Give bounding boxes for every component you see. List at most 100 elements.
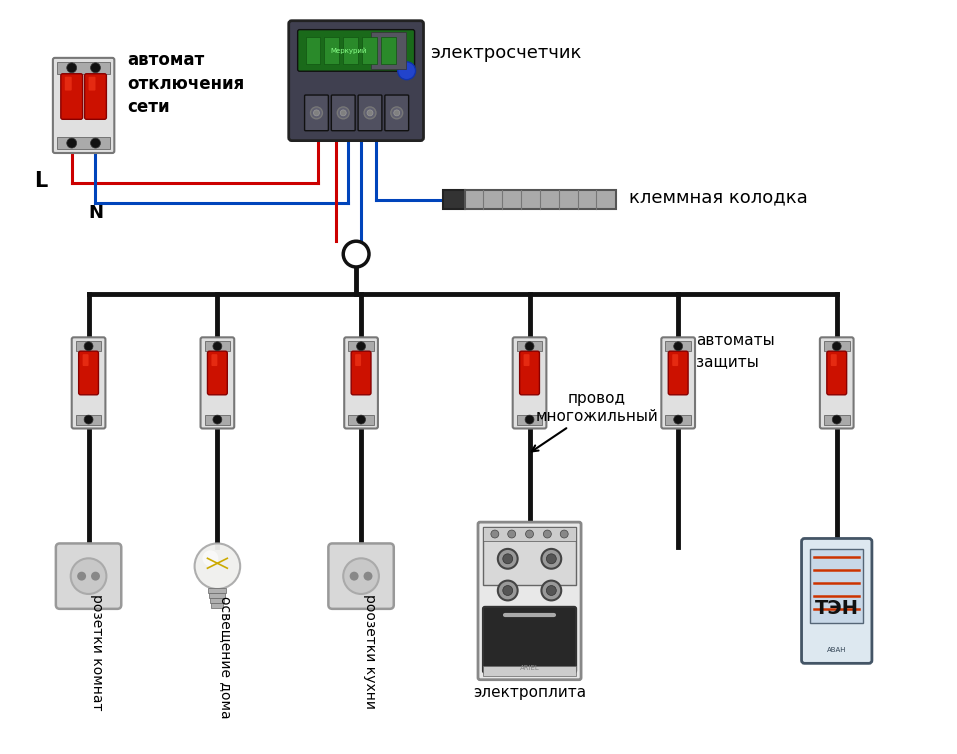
Circle shape [546, 586, 556, 596]
FancyBboxPatch shape [820, 337, 854, 428]
Circle shape [498, 581, 518, 600]
Bar [381, 36, 396, 64]
Circle shape [344, 241, 369, 267]
FancyBboxPatch shape [61, 74, 82, 119]
FancyBboxPatch shape [201, 337, 234, 428]
Bar [362, 36, 377, 64]
Text: электросчетчик: электросчетчик [431, 44, 582, 62]
Circle shape [67, 63, 77, 72]
Text: автоматы
защиты: автоматы защиты [696, 333, 774, 369]
Bar [371, 32, 406, 69]
Bar [205, 342, 231, 351]
FancyBboxPatch shape [328, 544, 393, 608]
Circle shape [71, 558, 106, 594]
Circle shape [212, 415, 222, 424]
Text: N: N [88, 204, 103, 222]
FancyBboxPatch shape [831, 354, 836, 366]
Circle shape [544, 530, 551, 538]
Bar [465, 190, 616, 210]
FancyBboxPatch shape [483, 607, 576, 673]
Text: АВАН: АВАН [827, 648, 847, 654]
Circle shape [84, 415, 93, 424]
Circle shape [542, 581, 561, 600]
Bar [211, 603, 223, 608]
Text: автомат
отключения
сети: автомат отключения сети [127, 51, 244, 116]
Bar [324, 36, 340, 64]
Bar [56, 137, 110, 149]
Bar [483, 527, 576, 585]
Circle shape [491, 530, 499, 538]
Bar [56, 62, 110, 74]
Circle shape [357, 342, 366, 351]
FancyBboxPatch shape [345, 337, 378, 428]
Circle shape [502, 554, 513, 564]
Text: розетки комнат: розетки комнат [90, 594, 104, 710]
FancyBboxPatch shape [385, 95, 409, 130]
FancyBboxPatch shape [298, 29, 414, 71]
FancyBboxPatch shape [672, 354, 679, 366]
FancyBboxPatch shape [78, 351, 99, 395]
Text: освещение дома: освещение дома [219, 596, 234, 719]
Bar [665, 342, 691, 351]
Circle shape [542, 549, 561, 569]
Text: клеммная колодка: клеммная колодка [629, 188, 808, 207]
Circle shape [203, 550, 218, 566]
Bar [348, 342, 374, 351]
Circle shape [393, 110, 400, 116]
Bar [209, 588, 226, 593]
Bar [443, 190, 465, 210]
FancyBboxPatch shape [289, 20, 424, 140]
Text: L: L [34, 170, 47, 191]
Bar [76, 342, 101, 351]
Bar [483, 666, 576, 676]
Circle shape [344, 558, 379, 594]
Text: провод
многожильный: провод многожильный [532, 391, 658, 452]
Text: роозетки кухни: роозетки кухни [363, 594, 377, 709]
FancyBboxPatch shape [351, 351, 371, 395]
FancyBboxPatch shape [478, 522, 581, 679]
Bar [517, 415, 543, 425]
Circle shape [674, 342, 682, 351]
FancyBboxPatch shape [208, 351, 228, 395]
Circle shape [367, 110, 373, 116]
Bar [824, 415, 850, 425]
Bar [205, 415, 231, 425]
Bar [348, 415, 374, 425]
Circle shape [498, 549, 518, 569]
Circle shape [390, 107, 403, 119]
FancyBboxPatch shape [523, 354, 529, 366]
FancyBboxPatch shape [355, 354, 361, 366]
FancyBboxPatch shape [513, 337, 546, 428]
Bar [210, 593, 225, 598]
Bar [76, 415, 101, 425]
FancyBboxPatch shape [668, 351, 688, 395]
FancyBboxPatch shape [661, 337, 695, 428]
Circle shape [833, 342, 841, 351]
Circle shape [91, 138, 100, 148]
FancyBboxPatch shape [520, 351, 540, 395]
FancyBboxPatch shape [53, 58, 114, 153]
Text: ARIEL: ARIEL [520, 665, 540, 671]
Circle shape [78, 572, 86, 581]
FancyBboxPatch shape [89, 77, 96, 90]
FancyBboxPatch shape [331, 95, 355, 130]
Bar [824, 342, 850, 351]
Circle shape [84, 342, 93, 351]
Circle shape [364, 572, 372, 581]
Circle shape [525, 530, 533, 538]
Circle shape [337, 107, 349, 119]
Circle shape [91, 572, 100, 581]
Text: ТЭН: ТЭН [814, 599, 858, 618]
Circle shape [560, 530, 568, 538]
Bar [305, 36, 321, 64]
FancyBboxPatch shape [72, 337, 105, 428]
Circle shape [508, 530, 516, 538]
Bar [811, 550, 863, 623]
Circle shape [91, 63, 100, 72]
FancyBboxPatch shape [56, 544, 122, 608]
Circle shape [194, 544, 240, 589]
Circle shape [357, 415, 366, 424]
FancyBboxPatch shape [358, 95, 382, 130]
Circle shape [525, 342, 534, 351]
Text: электроплита: электроплита [473, 685, 586, 700]
